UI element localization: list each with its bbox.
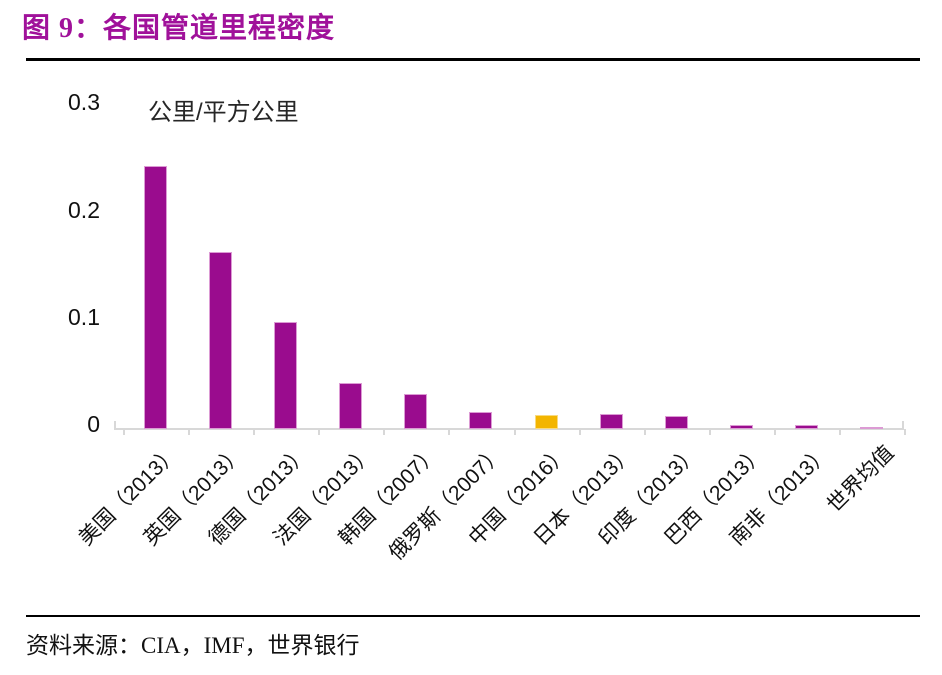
figure-title: 图 9：各国管道里程密度 (22, 13, 336, 44)
chart-bar-2 (209, 252, 233, 429)
chart-bar-5 (404, 394, 428, 429)
x-axis-category-tick (253, 429, 256, 435)
chart-bar-1 (144, 166, 167, 429)
x-axis-category-tick (123, 429, 125, 435)
x-axis-category-tick (708, 429, 711, 435)
chart-bar-9 (664, 416, 688, 429)
y-axis-tick-label: 0 (87, 411, 100, 437)
chart-bar-4 (339, 383, 363, 429)
y-axis-unit-label: 公里/平方公里 (148, 99, 299, 126)
title-divider-line (26, 58, 920, 61)
x-axis-category-tick (838, 429, 841, 435)
chart-bar-3 (274, 322, 298, 429)
chart-bar-7 (534, 415, 558, 429)
x-axis-category-tick (383, 429, 386, 435)
chart-bar-6 (469, 412, 493, 429)
x-axis-category-tick (448, 429, 451, 435)
x-axis-category-tick (643, 429, 646, 435)
x-axis-right-end-tick (902, 421, 904, 429)
x-axis-line (114, 428, 904, 430)
y-axis-tick-label: 0.1 (68, 303, 100, 330)
x-axis-category-label: 俄罗斯（2007） (384, 441, 509, 565)
chart-bar-10 (729, 425, 753, 429)
x-axis-category-tick (773, 429, 776, 435)
x-axis-category-tick (513, 429, 516, 435)
source-divider-line (26, 615, 920, 617)
chart-bar-12 (859, 427, 883, 429)
chart-bar-11 (794, 425, 818, 429)
x-axis-category-tick (188, 429, 191, 435)
y-axis-tick-label: 0.2 (68, 196, 100, 223)
y-axis-tick-label: 0.3 (68, 89, 100, 116)
x-axis-category-tick (318, 429, 321, 435)
x-axis-category-tick (578, 429, 581, 435)
chart-bar-8 (599, 414, 623, 429)
x-axis-category-tick (904, 429, 906, 435)
source-note: 资料来源：CIA，IMF，世界银行 (26, 633, 360, 658)
x-axis-category-label: 世界均值 (823, 441, 899, 517)
x-axis-left-end-tick (114, 421, 116, 429)
